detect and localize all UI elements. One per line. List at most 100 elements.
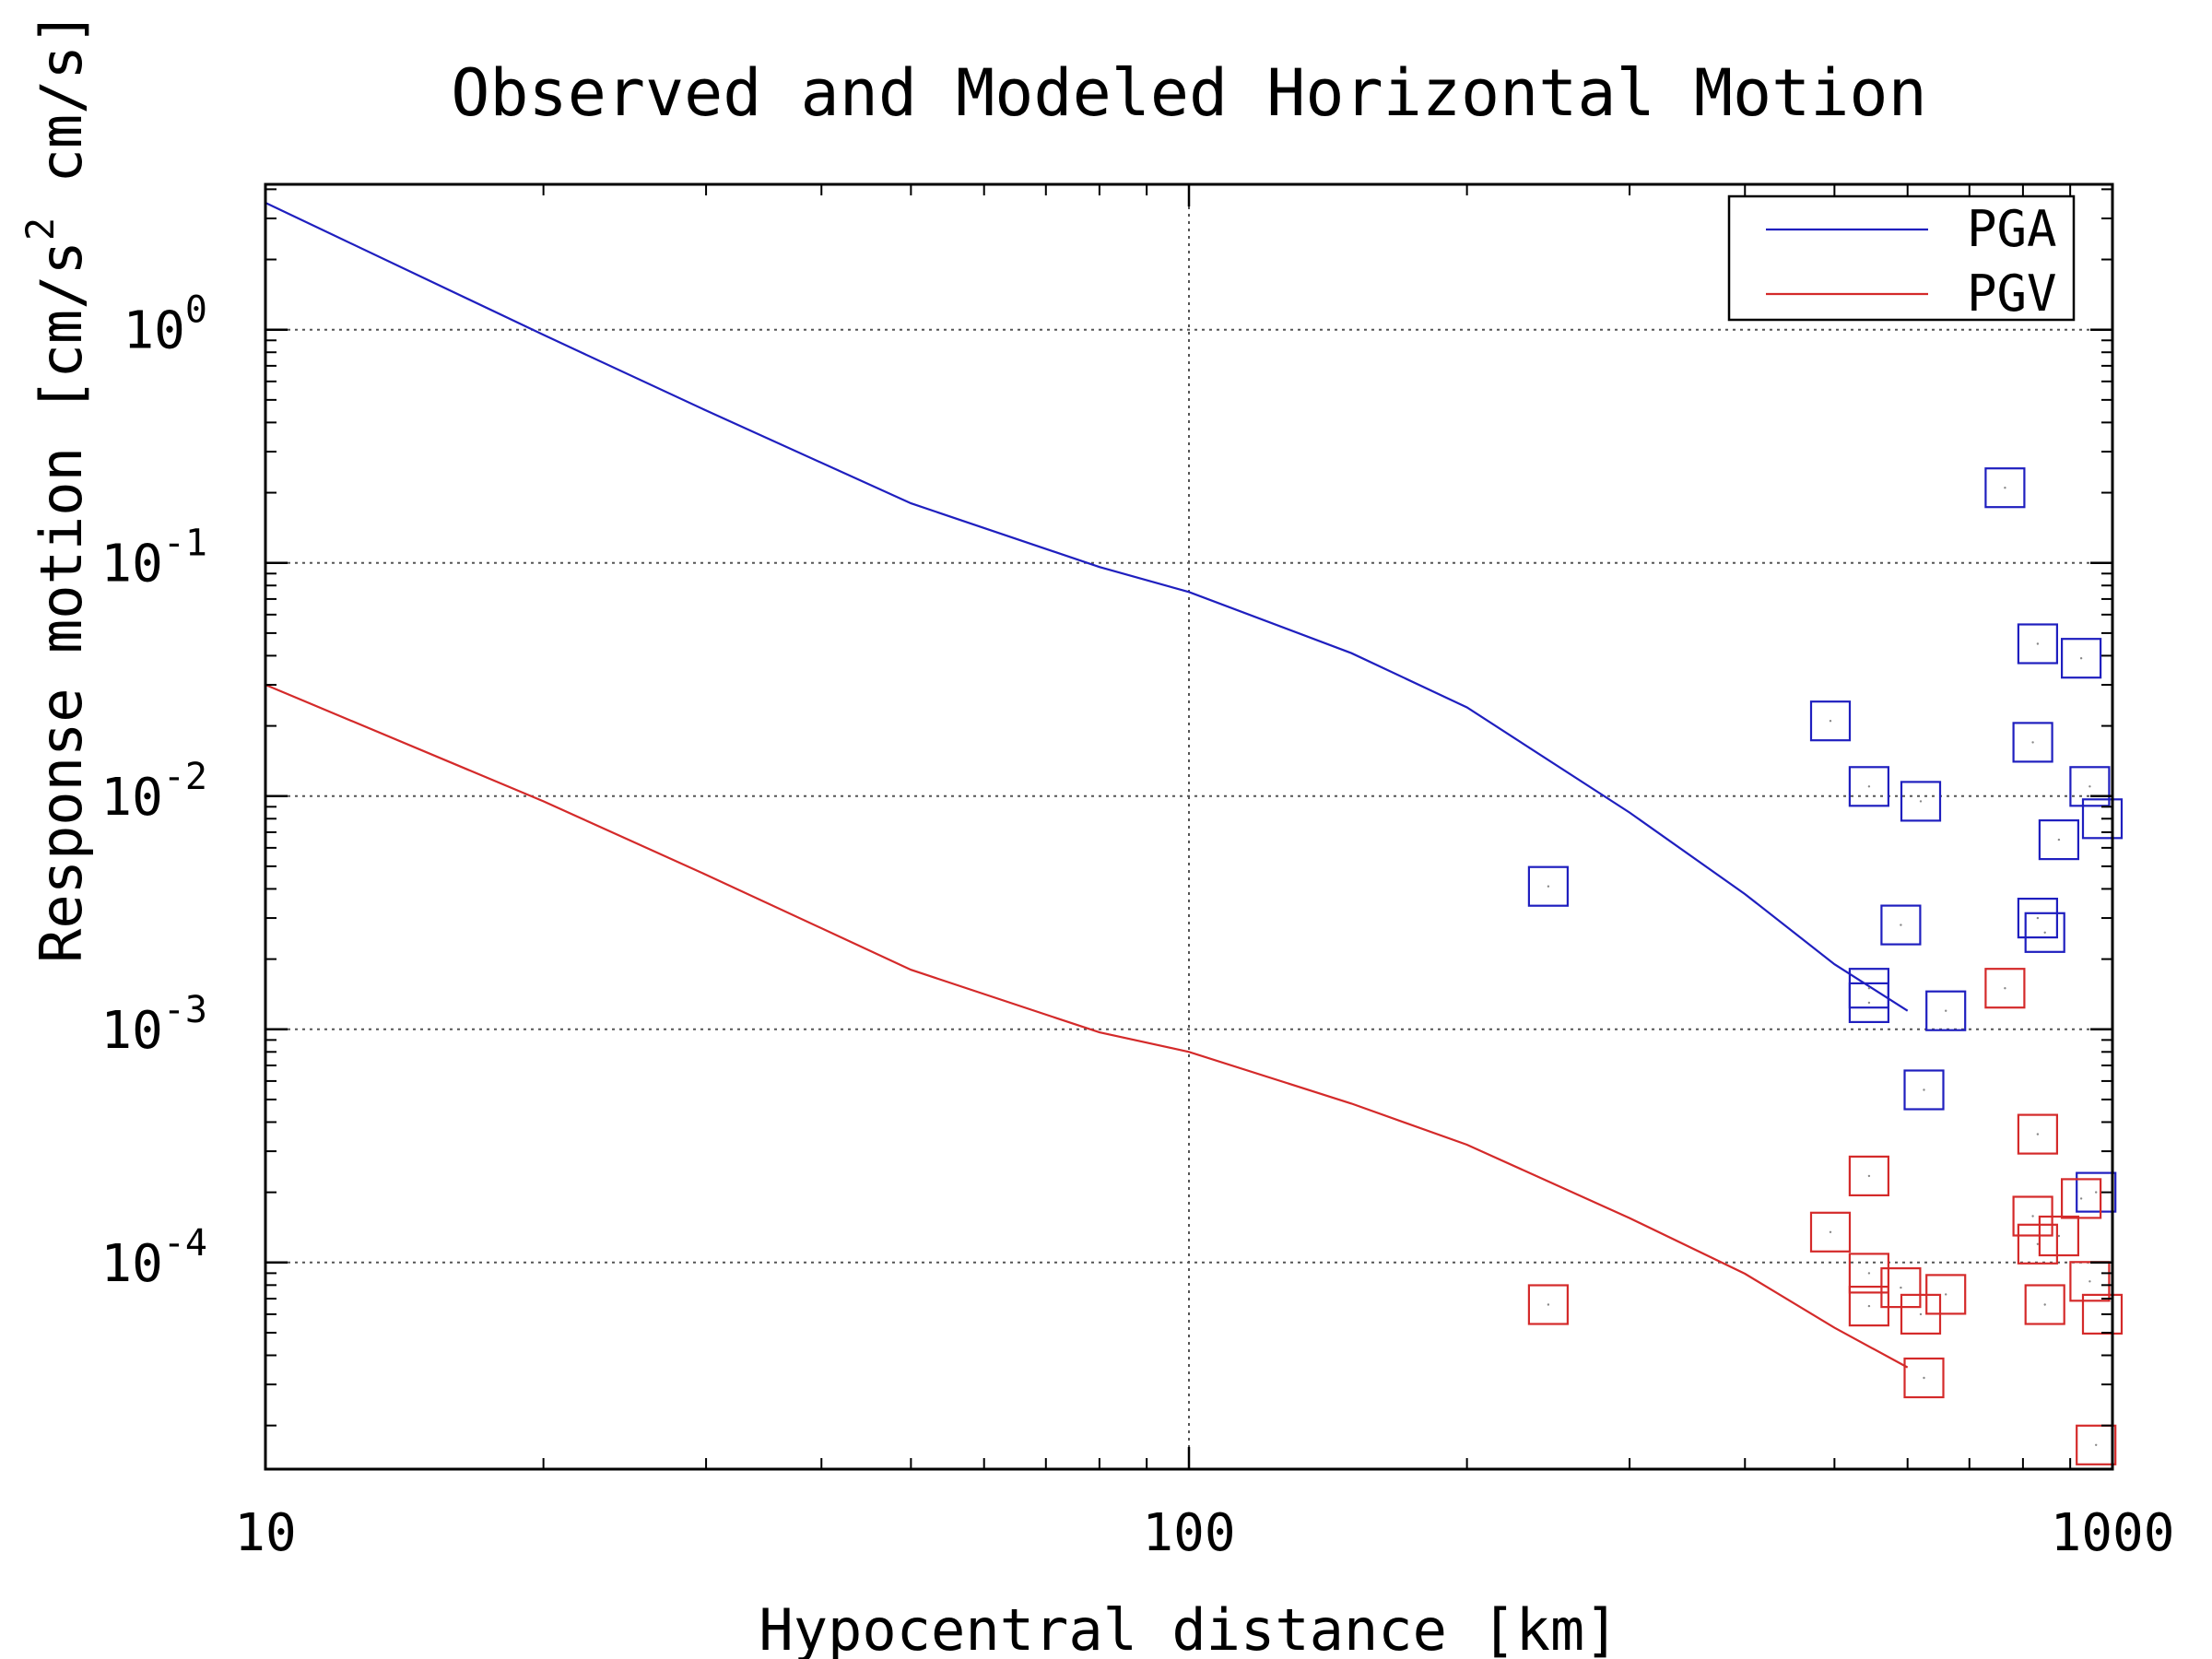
data-point: [1880, 904, 1922, 946]
data-point: [2076, 1171, 2117, 1213]
data-point-center: [1867, 1174, 1871, 1178]
data-point-center: [1829, 1230, 1832, 1234]
data-point-center: [1547, 885, 1550, 888]
data-point: [1900, 781, 1942, 822]
data-point-center: [2088, 1280, 2091, 1283]
data-point-center: [2004, 987, 2006, 990]
x-axis-label: Hypocentral distance [km]: [759, 1596, 1618, 1659]
data-point-center: [2004, 487, 2006, 489]
y-tick-exponent: -1: [163, 523, 207, 565]
data-point: [1809, 1211, 1852, 1253]
y-tick-exponent: -2: [163, 756, 207, 798]
data-point-center: [1923, 1376, 1925, 1380]
x-tick-label: 100: [1142, 1503, 1235, 1563]
y-tick-label: 10-2: [100, 756, 207, 828]
data-point: [2017, 897, 2058, 939]
data-point-center: [1829, 720, 1832, 723]
y-tick-exponent: -4: [163, 1222, 207, 1265]
data-point-center: [1919, 1312, 1923, 1316]
data-point-center: [1867, 987, 1871, 990]
data-point: [2069, 1261, 2111, 1302]
data-point: [1848, 1253, 1890, 1294]
marker-layer: [1527, 467, 2124, 1465]
data-point-center: [1900, 924, 1902, 926]
data-point-center: [1945, 1009, 1947, 1012]
data-point: [2038, 1215, 2079, 1257]
data-point-center: [1867, 1304, 1871, 1308]
data-point: [2038, 818, 2079, 861]
legend-label-pgv: PGV: [1967, 265, 2057, 323]
data-point-center: [2057, 838, 2061, 841]
data-point-center: [2036, 642, 2040, 645]
legend-label-pga: PGA: [1967, 200, 2057, 258]
data-point: [1848, 982, 1890, 1024]
data-point-center: [1867, 1272, 1871, 1275]
y-tick-base: 10: [100, 1234, 162, 1294]
data-point-center: [2043, 1303, 2046, 1306]
y-tick-exponent: -3: [163, 989, 207, 1031]
data-point-center: [2057, 1234, 2061, 1238]
data-point: [1527, 865, 1570, 907]
data-point-center: [2036, 916, 2040, 920]
data-point-center: [2095, 1191, 2098, 1194]
data-point-center: [2095, 1443, 2098, 1447]
data-point-center: [2043, 931, 2046, 934]
data-point-center: [2036, 1133, 2040, 1135]
data-point: [2017, 1113, 2058, 1155]
x-tick-label: 10: [234, 1503, 296, 1563]
series-line-pgv: [265, 683, 1909, 1369]
data-point: [1903, 1069, 1945, 1111]
data-point-center: [2036, 1242, 2040, 1246]
y-tick-base: 10: [100, 535, 162, 594]
data-point: [2024, 1284, 2065, 1325]
x-tick-label: 1000: [2051, 1503, 2175, 1563]
data-point-center: [1919, 800, 1923, 803]
data-point: [1809, 700, 1852, 742]
y-tick-base: 10: [100, 768, 162, 828]
data-point: [2081, 798, 2124, 840]
data-point-center: [2031, 741, 2034, 744]
y-tick-label: 10-4: [100, 1222, 207, 1294]
data-point-center: [1923, 1088, 1925, 1091]
y-axis-label-main: Response motion [cm/s: [28, 241, 95, 963]
chart-title: Observed and Modeled Horizontal Motion: [451, 55, 1926, 131]
grid-layer: [265, 184, 2112, 1469]
data-point: [2012, 722, 2053, 763]
y-axis-label-sup: 2: [18, 218, 63, 241]
data-point-center: [2031, 1215, 2034, 1218]
line-layer: [265, 202, 1909, 1369]
data-point: [1984, 968, 2026, 1009]
data-point-center: [1867, 785, 1871, 788]
y-axis-label-tail: cm/s]: [28, 11, 95, 218]
data-point: [2061, 638, 2102, 679]
legend: PGA PGV: [1727, 194, 2076, 323]
data-point: [1903, 1357, 1945, 1399]
data-point-center: [2088, 785, 2091, 788]
data-point: [1527, 1284, 1570, 1325]
data-point-center: [1867, 1001, 1871, 1005]
data-point: [1925, 990, 1967, 1031]
legend-box: [1727, 194, 2076, 322]
data-point-center: [1945, 1293, 1947, 1296]
y-tick-label: 100: [123, 289, 207, 361]
y-tick-exponent: 0: [185, 289, 207, 332]
data-point: [2069, 766, 2111, 807]
data-point: [1925, 1274, 1967, 1315]
y-tick-base: 10: [123, 301, 184, 361]
data-point: [1984, 467, 2026, 509]
y-tick-label: 10-1: [100, 523, 207, 594]
data-point: [2017, 623, 2058, 665]
data-point: [2061, 1178, 2102, 1219]
data-point-center: [2079, 1197, 2083, 1200]
data-point-center: [1900, 1286, 1902, 1289]
data-point: [1848, 766, 1890, 807]
series-line-pga: [265, 202, 1909, 1012]
y-tick-label: 10-3: [100, 989, 207, 1061]
data-point-center: [2079, 657, 2083, 660]
data-point: [2017, 1223, 2058, 1265]
data-point-center: [1547, 1303, 1550, 1306]
data-point: [2076, 1424, 2117, 1465]
data-point: [1848, 1155, 1890, 1197]
